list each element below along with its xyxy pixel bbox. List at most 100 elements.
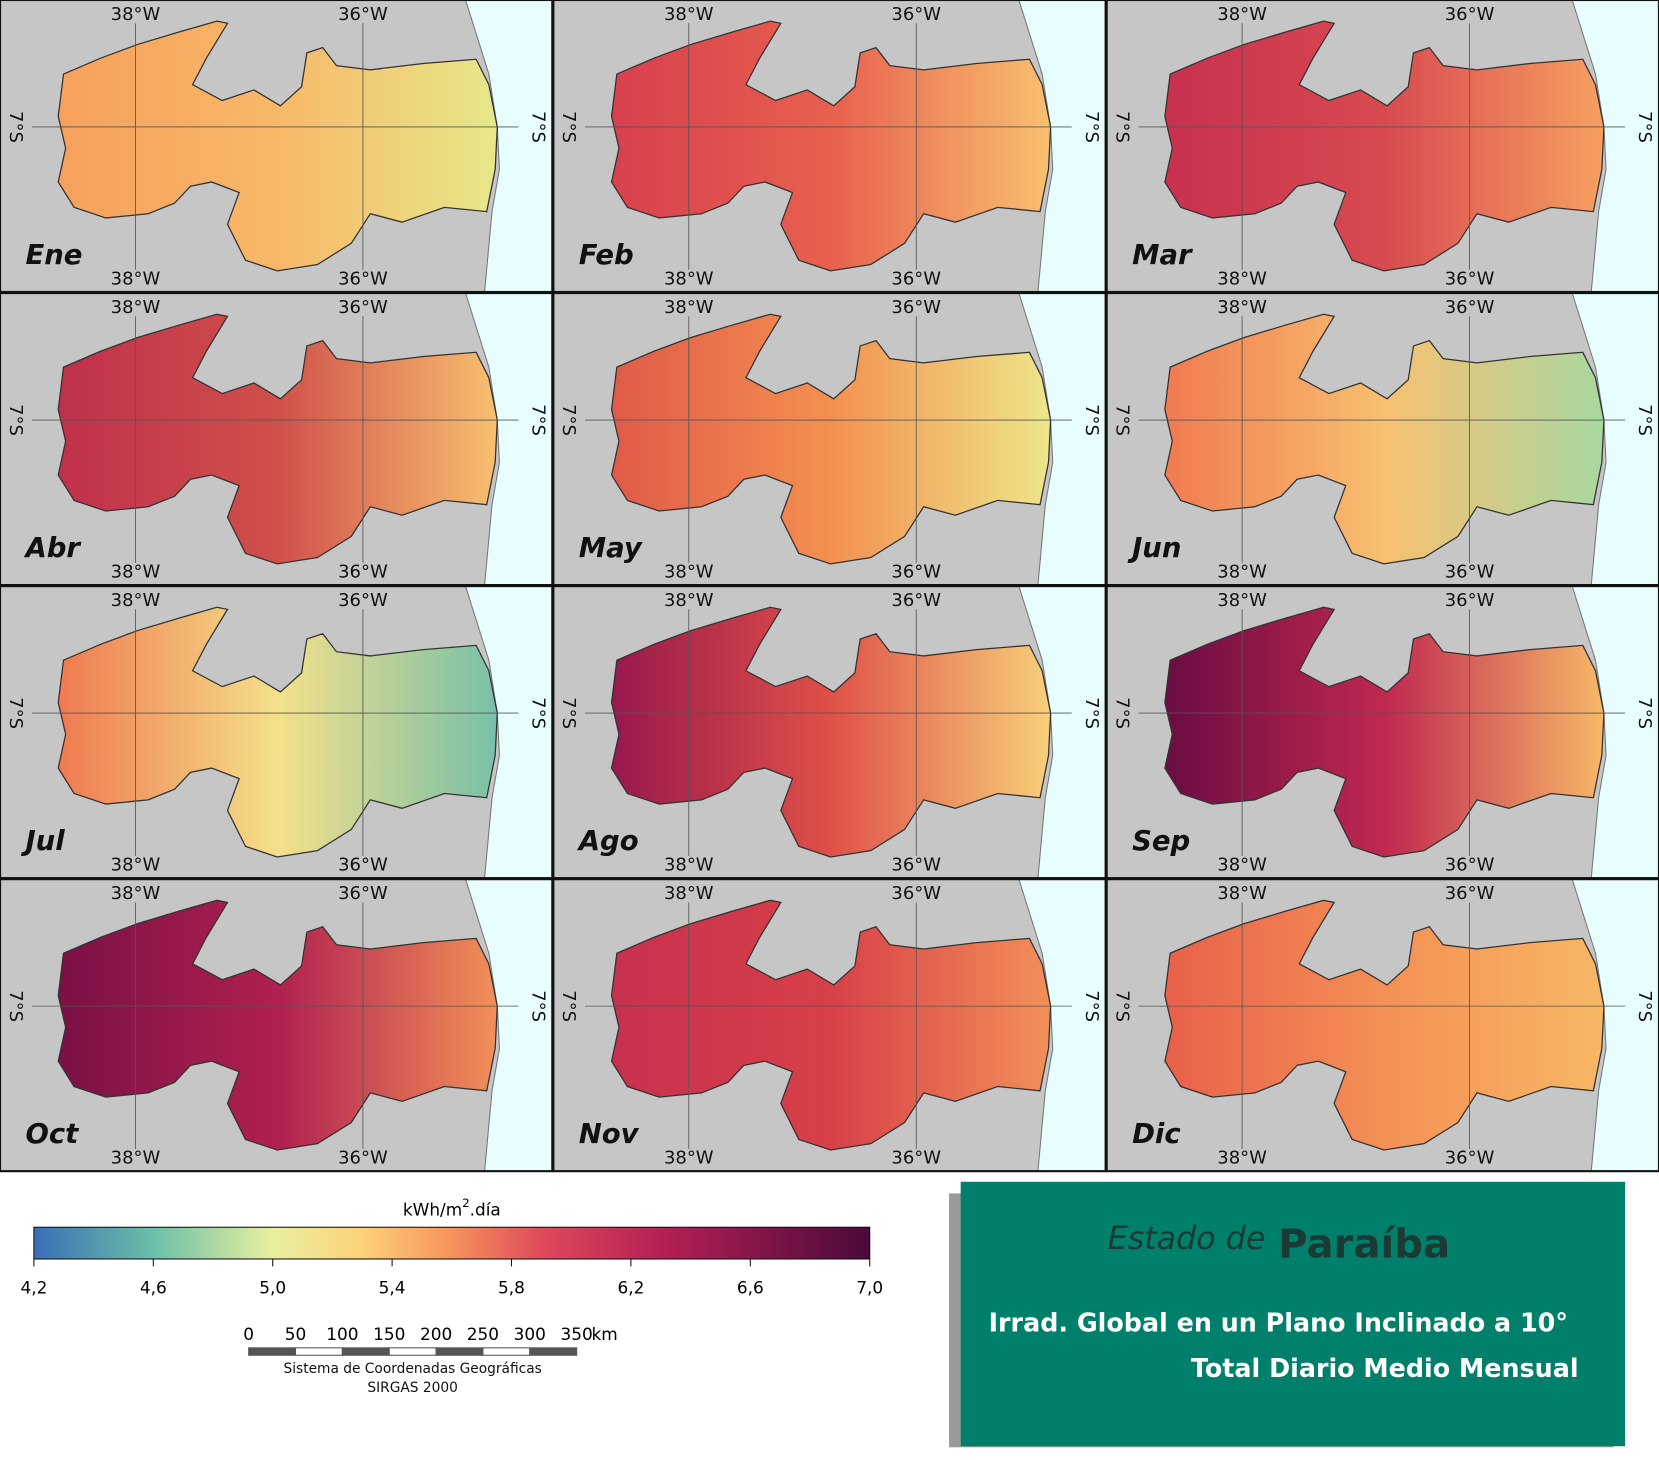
scale-label: 50 [285,1324,307,1344]
map-panel: 38°W 38°W 36°W 36°W 7°S 7°S Jul [0,585,554,880]
colorbar [33,1226,871,1260]
lon-label: 38°W [111,4,161,25]
scale-segment [248,1347,297,1356]
state-shape [1164,899,1605,1151]
lon-label: 36°W [338,590,388,611]
lat-label: 7°S [5,404,26,436]
lat-label: 7°S [5,111,26,143]
lon-label: 38°W [664,4,714,25]
lon-label: 38°W [111,297,161,318]
map-panel: 38°W 38°W 36°W 36°W 7°S 7°S Ago [552,585,1107,880]
title-line: Irrad. Global en un Plano Inclinado a 10… [989,1308,1568,1338]
lat-label: 7°S [1081,697,1102,729]
scale-label: 200 [420,1324,452,1344]
lon-label: 38°W [111,268,161,289]
lon-label: 36°W [1445,268,1495,289]
lon-label: 36°W [891,561,941,582]
scale-label: 300 [514,1324,546,1344]
scale-unit: km [591,1324,617,1344]
map-panel: 38°W 38°W 36°W 36°W 7°S 7°S Dic [1105,878,1659,1173]
scale-label: 350 [561,1324,593,1344]
month-label: Feb [579,239,634,271]
month-label: Dic [1132,1118,1181,1150]
month-label: Ene [25,239,82,271]
lon-label: 38°W [111,590,161,611]
colorbar-tick-label: 4,2 [20,1278,47,1298]
colorbar-unit: kWh/m2.día [403,1195,501,1219]
state-shape [57,20,498,272]
lon-label: 36°W [338,561,388,582]
lon-label: 38°W [111,1147,161,1168]
lon-label: 36°W [1445,1147,1495,1168]
title-line: Total Diario Medio Mensual [1191,1353,1579,1383]
lon-label: 36°W [338,268,388,289]
month-label: Oct [25,1118,79,1150]
lat-label: 7°S [1634,990,1655,1022]
lon-label: 36°W [891,854,941,875]
title-prefix: Estado de [1108,1221,1266,1257]
scale-segment [294,1347,343,1356]
lon-label: 38°W [1217,4,1267,25]
lon-label: 38°W [1217,297,1267,318]
colorbar-tick-label: 5,0 [259,1278,286,1298]
unit-part: 2 [462,1195,469,1209]
scale-segment [529,1347,578,1356]
lat-label: 7°S [558,404,579,436]
map-panel: 38°W 38°W 36°W 36°W 7°S 7°S Abr [0,292,554,587]
lon-label: 36°W [891,4,941,25]
colorbar-tick-label: 5,8 [498,1278,525,1298]
lon-label: 36°W [338,854,388,875]
state-shape [1164,313,1605,565]
lon-label: 36°W [891,590,941,611]
month-label: Jun [1127,532,1181,564]
title-state: Paraíba [1278,1221,1450,1267]
lat-label: 7°S [1112,404,1133,436]
lon-label: 38°W [664,268,714,289]
lon-label: 36°W [891,1147,941,1168]
map-panel: 38°W 38°W 36°W 36°W 7°S 7°S Feb [552,0,1107,294]
lat-label: 7°S [528,111,549,143]
lon-label: 36°W [891,883,941,904]
lon-label: 38°W [1217,268,1267,289]
lon-label: 38°W [1217,561,1267,582]
scale-segment [435,1347,484,1356]
scale-segment [388,1347,437,1356]
state-shape [1164,606,1605,858]
month-label: Sep [1132,825,1190,857]
lon-label: 38°W [664,883,714,904]
month-label: Jul [20,825,65,857]
month-label: Nov [579,1118,640,1150]
state-shape [610,899,1052,1151]
lon-label: 36°W [338,883,388,904]
scale-label: 0 [243,1324,254,1344]
month-label: Ago [577,825,639,857]
lon-label: 38°W [664,561,714,582]
state-shape [57,313,498,565]
lat-label: 7°S [528,404,549,436]
lat-label: 7°S [1081,111,1102,143]
lat-label: 7°S [558,111,579,143]
scale-segment [341,1347,390,1356]
lon-label: 38°W [664,1147,714,1168]
map-panel: 38°W 38°W 36°W 36°W 7°S 7°S Oct [0,878,554,1173]
lat-label: 7°S [1112,111,1133,143]
lon-label: 38°W [664,854,714,875]
unit-part: kWh/m [403,1199,462,1219]
lon-label: 38°W [664,297,714,318]
crs-text: SIRGAS 2000 [367,1380,458,1396]
unit-part: .día [470,1199,501,1219]
lon-label: 38°W [1217,883,1267,904]
lon-label: 36°W [891,297,941,318]
lat-label: 7°S [5,697,26,729]
lon-label: 38°W [664,590,714,611]
state-shape [57,606,498,858]
lat-label: 7°S [528,990,549,1022]
colorbar-tick-label: 6,2 [617,1278,644,1298]
state-shape [610,313,1052,565]
colorbar-tick-label: 7,0 [856,1278,883,1298]
lat-label: 7°S [1112,697,1133,729]
lon-label: 38°W [111,561,161,582]
state-shape [57,899,498,1151]
lon-label: 38°W [111,883,161,904]
